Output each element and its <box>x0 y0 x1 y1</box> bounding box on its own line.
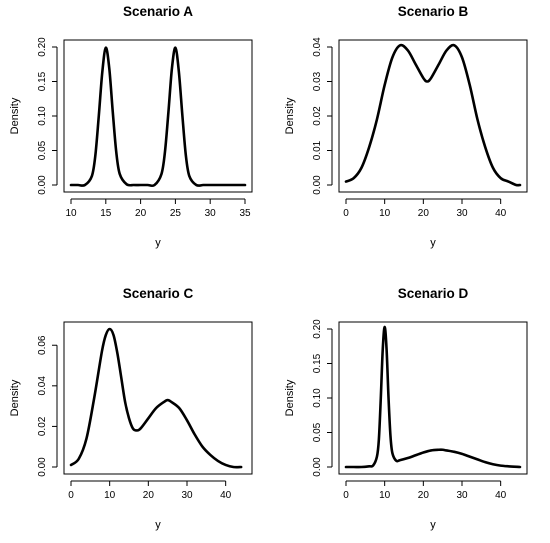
chart-title: Scenario D <box>398 286 469 301</box>
chart-title: Scenario B <box>398 4 469 19</box>
x-tick-label: 0 <box>343 490 349 501</box>
plot-frame <box>338 39 528 193</box>
y-tick-label: 0.04 <box>312 37 323 57</box>
y-tick-label: 0.02 <box>37 416 48 436</box>
density-curve <box>344 43 522 187</box>
y-tick-label: 0.04 <box>37 376 48 396</box>
y-tick-label: 0.10 <box>37 106 48 126</box>
x-tick-label: 30 <box>205 208 217 219</box>
x-tick-label: 0 <box>343 208 349 219</box>
density-curve <box>69 46 247 188</box>
y-tick-label: 0.20 <box>37 37 48 57</box>
x-tick-label: 40 <box>495 490 507 501</box>
panel-2: Scenario B 0 10 20 30 40 y 0.00 0.01 0.02 0.03 0.04… <box>284 4 528 249</box>
y-tick-label: 0.00 <box>37 457 48 477</box>
x-axis-label: y <box>155 519 161 531</box>
chart-title: Scenario A <box>123 4 193 19</box>
y-tick-label: 0.15 <box>37 71 48 91</box>
y-tick-label: 0.20 <box>312 319 323 339</box>
x-axis-label: y <box>430 237 436 249</box>
x-tick-label: 15 <box>100 208 112 219</box>
y-axis-label: Density <box>284 379 296 416</box>
y-axis-label: Density <box>9 97 21 134</box>
x-tick-label: 20 <box>143 490 155 501</box>
y-tick-label: 0.05 <box>37 140 48 160</box>
x-tick-label: 30 <box>181 490 193 501</box>
x-tick-label: 30 <box>456 208 468 219</box>
density-curve <box>344 325 522 469</box>
y-tick-label: 0.10 <box>312 388 323 408</box>
x-tick-label: 40 <box>495 208 507 219</box>
y-tick-label: 0.02 <box>312 106 323 126</box>
x-tick-label: 20 <box>418 208 430 219</box>
panel-3: Scenario C 0 10 20 30 40 y 0.00 0.02 0.04 0.06 Dens… <box>9 286 253 531</box>
x-axis-label: y <box>155 237 161 249</box>
panel-4: Scenario D 0 10 20 30 40 y 0.00 0.05 0.10 0.15 0.20… <box>284 286 528 531</box>
x-tick-label: 20 <box>418 490 430 501</box>
plot-frame <box>338 321 528 475</box>
x-tick-label: 30 <box>456 490 468 501</box>
y-axis-label: Density <box>284 97 296 134</box>
chart-title: Scenario C <box>123 286 194 301</box>
x-tick-label: 10 <box>379 490 391 501</box>
plot-frame <box>63 321 253 475</box>
y-tick-label: 0.05 <box>312 422 323 442</box>
x-axis-label: y <box>430 519 436 531</box>
x-tick-label: 10 <box>104 490 116 501</box>
x-tick-label: 25 <box>170 208 182 219</box>
y-tick-label: 0.00 <box>37 175 48 195</box>
y-tick-label: 0.15 <box>312 353 323 373</box>
y-tick-label: 0.01 <box>312 140 323 160</box>
y-tick-label: 0.06 <box>37 335 48 355</box>
x-tick-label: 10 <box>379 208 391 219</box>
x-tick-label: 10 <box>65 208 77 219</box>
y-tick-label: 0.00 <box>312 175 323 195</box>
x-tick-label: 35 <box>239 208 251 219</box>
x-tick-label: 20 <box>135 208 147 219</box>
x-tick-label: 0 <box>68 490 74 501</box>
plot-frame <box>63 39 253 193</box>
panel-1: Scenario A 10 15 20 25 30 35 y 0.00 0.05 0.10 0.15 0… <box>9 4 253 249</box>
density-curve <box>69 327 243 469</box>
y-axis-label: Density <box>9 379 21 416</box>
y-tick-label: 0.03 <box>312 71 323 91</box>
x-tick-label: 40 <box>220 490 232 501</box>
y-tick-label: 0.00 <box>312 457 323 477</box>
